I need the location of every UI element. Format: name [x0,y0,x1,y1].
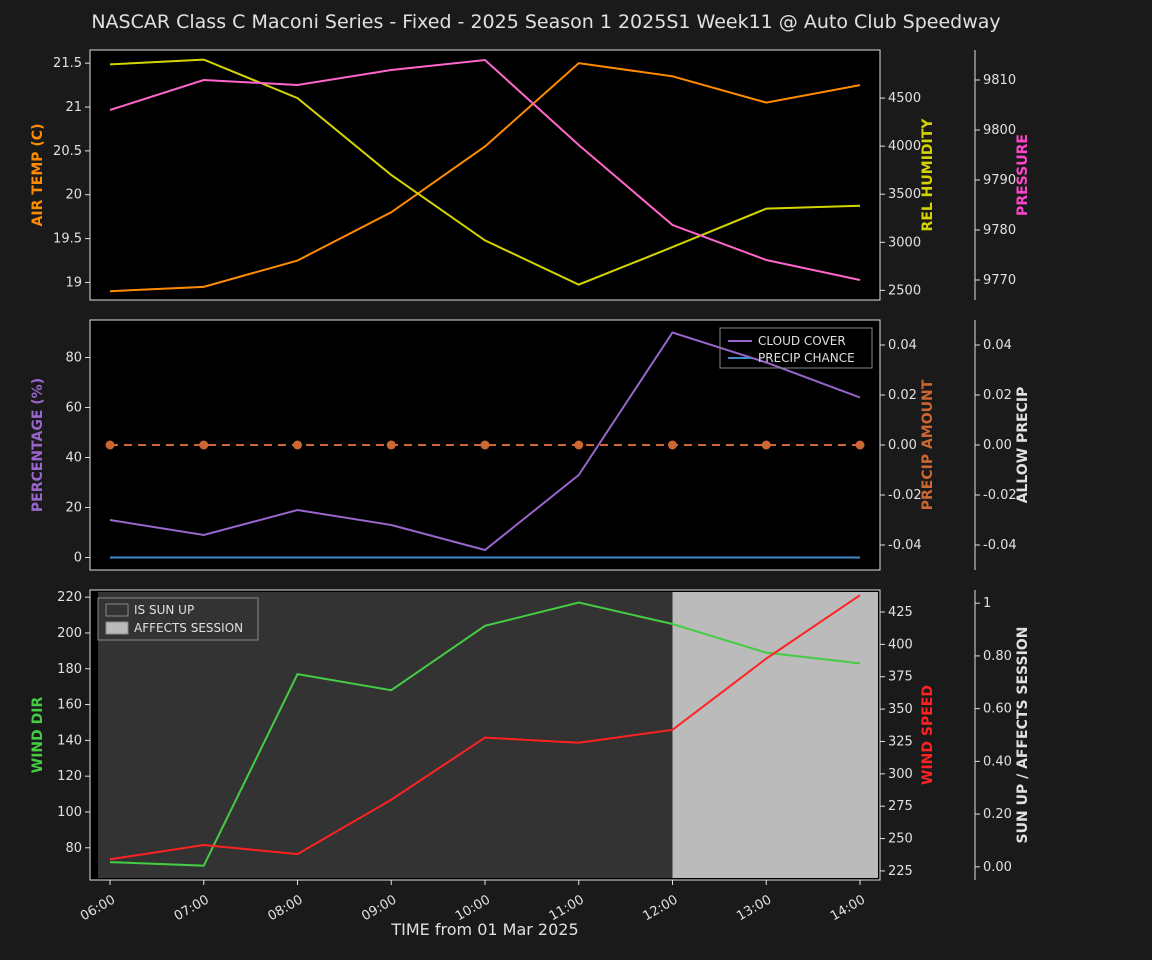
air-temp-c--label: AIR TEMP (C) [30,124,46,227]
svg-text:1: 1 [983,596,991,611]
svg-text:120: 120 [57,769,82,784]
rel-humidity-label: REL HUMIDITY [920,118,936,232]
svg-text:300: 300 [888,767,913,782]
svg-text:350: 350 [888,702,913,717]
svg-text:160: 160 [57,698,82,713]
wind-dir-label: WIND DIR [30,697,46,774]
svg-text:0.40: 0.40 [983,754,1012,769]
svg-text:20.5: 20.5 [53,144,82,159]
svg-text:225: 225 [888,864,913,879]
weather-chart: NASCAR Class C Maconi Series - Fixed - 2… [0,0,1152,960]
svg-text:140: 140 [57,733,82,748]
svg-text:425: 425 [888,605,913,620]
svg-text:3000: 3000 [888,235,921,250]
svg-text:80: 80 [65,841,82,856]
svg-text:4500: 4500 [888,91,921,106]
svg-text:-0.04: -0.04 [983,538,1017,553]
svg-text:0.00: 0.00 [888,438,917,453]
precip-amount-label: PRECIP AMOUNT [920,379,936,510]
svg-text:0.02: 0.02 [888,388,917,403]
svg-text:275: 275 [888,799,913,814]
svg-text:4000: 4000 [888,139,921,154]
svg-text:0.02: 0.02 [983,388,1012,403]
svg-text:PRECIP CHANCE: PRECIP CHANCE [758,351,855,365]
svg-text:3500: 3500 [888,187,921,202]
svg-text:-0.04: -0.04 [888,538,922,553]
svg-text:40: 40 [65,451,82,466]
svg-text:19: 19 [65,275,82,290]
x-axis-label: TIME from 01 Mar 2025 [390,920,578,939]
svg-text:325: 325 [888,734,913,749]
svg-text:9800: 9800 [983,123,1016,138]
svg-text:220: 220 [57,590,82,605]
svg-text:400: 400 [888,637,913,652]
svg-text:19.5: 19.5 [53,232,82,247]
svg-text:100: 100 [57,805,82,820]
wind-speed-label: WIND SPEED [920,685,936,785]
svg-text:0.00: 0.00 [983,438,1012,453]
svg-text:250: 250 [888,832,913,847]
svg-text:0.20: 0.20 [983,807,1012,822]
svg-text:AFFECTS SESSION: AFFECTS SESSION [134,621,243,635]
svg-text:200: 200 [57,626,82,641]
svg-text:9790: 9790 [983,173,1016,188]
svg-text:9770: 9770 [983,273,1016,288]
percentage--label: PERCENTAGE (%) [30,378,46,512]
svg-text:0.60: 0.60 [983,702,1012,717]
svg-text:0.80: 0.80 [983,649,1012,664]
svg-text:20: 20 [65,501,82,516]
chart-title: NASCAR Class C Maconi Series - Fixed - 2… [91,11,1000,33]
svg-text:CLOUD COVER: CLOUD COVER [758,334,846,348]
svg-text:0.04: 0.04 [983,338,1012,353]
svg-text:21.5: 21.5 [53,56,82,71]
svg-text:9780: 9780 [983,223,1016,238]
pressure-label: PRESSURE [1015,134,1031,216]
svg-text:60: 60 [65,401,82,416]
svg-text:0.04: 0.04 [888,338,917,353]
svg-text:20: 20 [65,188,82,203]
svg-text:-0.02: -0.02 [888,488,922,503]
svg-text:0.00: 0.00 [983,860,1012,875]
svg-text:0: 0 [74,551,82,566]
svg-text:375: 375 [888,670,913,685]
svg-text:-0.02: -0.02 [983,488,1017,503]
allow-precip-label: ALLOW PRECIP [1015,387,1031,504]
svg-text:80: 80 [65,351,82,366]
affects-session-region [673,592,879,878]
svg-text:180: 180 [57,662,82,677]
svg-text:IS SUN UP: IS SUN UP [134,603,194,617]
panel1-bg [90,50,880,300]
svg-text:21: 21 [65,100,82,115]
svg-text:2500: 2500 [888,283,921,298]
sun-up-affects-session-label: SUN UP / AFFECTS SESSION [1015,627,1031,844]
svg-text:9810: 9810 [983,73,1016,88]
